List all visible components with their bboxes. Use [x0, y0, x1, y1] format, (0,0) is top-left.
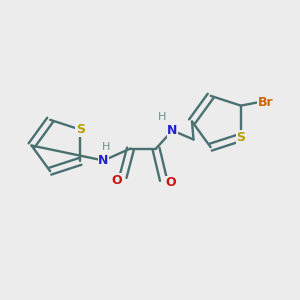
Text: N: N — [98, 154, 109, 167]
Text: S: S — [76, 123, 85, 136]
Text: H: H — [158, 112, 166, 122]
Text: S: S — [236, 131, 245, 144]
Text: O: O — [111, 173, 122, 187]
Text: N: N — [167, 124, 178, 137]
Text: O: O — [166, 176, 176, 190]
Text: H: H — [102, 142, 110, 152]
Text: Br: Br — [258, 95, 274, 109]
